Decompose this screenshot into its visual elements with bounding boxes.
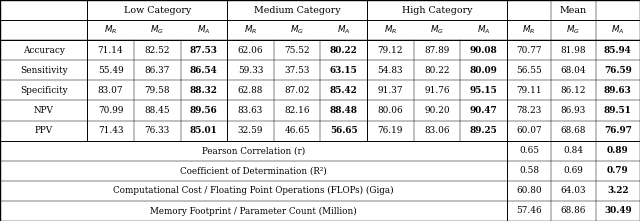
Text: 82.16: 82.16 <box>284 106 310 115</box>
Text: 85.94: 85.94 <box>604 46 632 55</box>
Text: 0.69: 0.69 <box>563 166 583 175</box>
Text: Memory Footprint / Parameter Count (Million): Memory Footprint / Parameter Count (Mill… <box>150 206 356 215</box>
Text: 76.59: 76.59 <box>604 66 632 75</box>
Text: $M_A$: $M_A$ <box>477 24 490 36</box>
Text: 86.93: 86.93 <box>561 106 586 115</box>
Text: 89.63: 89.63 <box>604 86 632 95</box>
Text: 30.49: 30.49 <box>604 206 632 215</box>
Text: 68.68: 68.68 <box>561 126 586 135</box>
Text: 56.55: 56.55 <box>516 66 542 75</box>
Text: Medium Category: Medium Category <box>253 6 340 15</box>
Text: 87.02: 87.02 <box>284 86 310 95</box>
Text: 60.80: 60.80 <box>516 186 542 195</box>
Text: 70.99: 70.99 <box>98 106 124 115</box>
Text: 68.04: 68.04 <box>561 66 586 75</box>
Text: 0.84: 0.84 <box>563 146 584 155</box>
Text: 0.65: 0.65 <box>519 146 539 155</box>
Text: 88.48: 88.48 <box>330 106 358 115</box>
Text: 81.98: 81.98 <box>561 46 586 55</box>
Text: 80.22: 80.22 <box>424 66 450 75</box>
Text: 32.59: 32.59 <box>237 126 263 135</box>
Text: 80.22: 80.22 <box>330 46 358 55</box>
Text: 83.07: 83.07 <box>98 86 124 95</box>
Text: Coefficient of Determination (R²): Coefficient of Determination (R²) <box>180 166 327 175</box>
Text: 54.83: 54.83 <box>378 66 403 75</box>
Text: 87.53: 87.53 <box>190 46 218 55</box>
Text: 46.65: 46.65 <box>284 126 310 135</box>
Text: $M_A$: $M_A$ <box>197 24 211 36</box>
Text: 85.01: 85.01 <box>190 126 218 135</box>
Text: 86.37: 86.37 <box>145 66 170 75</box>
Text: 87.89: 87.89 <box>424 46 449 55</box>
Text: 76.19: 76.19 <box>378 126 403 135</box>
Text: 70.77: 70.77 <box>516 46 542 55</box>
Text: 80.06: 80.06 <box>378 106 403 115</box>
Text: 59.33: 59.33 <box>237 66 263 75</box>
Text: 79.58: 79.58 <box>145 86 170 95</box>
Text: 0.58: 0.58 <box>519 166 539 175</box>
Text: Computational Cost / Floating Point Operations (FLOPs) (Giga): Computational Cost / Floating Point Oper… <box>113 186 394 195</box>
Text: NPV: NPV <box>34 106 54 115</box>
Text: 62.06: 62.06 <box>237 46 263 55</box>
Text: 79.11: 79.11 <box>516 86 542 95</box>
Text: 64.03: 64.03 <box>561 186 586 195</box>
Text: 0.89: 0.89 <box>607 146 628 155</box>
Text: High Category: High Category <box>402 6 472 15</box>
Text: 78.23: 78.23 <box>516 106 541 115</box>
Text: $M_R$: $M_R$ <box>244 24 257 36</box>
Text: 75.52: 75.52 <box>284 46 310 55</box>
Text: PPV: PPV <box>35 126 52 135</box>
Text: Sensitivity: Sensitivity <box>20 66 67 75</box>
Text: 91.37: 91.37 <box>378 86 403 95</box>
Text: Low Category: Low Category <box>124 6 191 15</box>
Text: 86.12: 86.12 <box>561 86 586 95</box>
Text: 57.46: 57.46 <box>516 206 542 215</box>
Text: 95.15: 95.15 <box>470 86 497 95</box>
Text: Mean: Mean <box>560 6 587 15</box>
Text: 71.43: 71.43 <box>98 126 124 135</box>
Text: 90.47: 90.47 <box>470 106 497 115</box>
Text: 62.88: 62.88 <box>238 86 263 95</box>
Text: $M_G$: $M_G$ <box>150 24 164 36</box>
Text: 82.52: 82.52 <box>145 46 170 55</box>
Text: 37.53: 37.53 <box>284 66 310 75</box>
Text: 55.49: 55.49 <box>98 66 124 75</box>
Text: $M_A$: $M_A$ <box>611 24 625 36</box>
Text: $M_R$: $M_R$ <box>383 24 397 36</box>
Text: 83.63: 83.63 <box>238 106 263 115</box>
Text: $M_A$: $M_A$ <box>337 24 350 36</box>
Text: 71.14: 71.14 <box>98 46 124 55</box>
Text: 0.79: 0.79 <box>607 166 628 175</box>
Text: 89.51: 89.51 <box>604 106 632 115</box>
Text: Pearson Correlation (r): Pearson Correlation (r) <box>202 146 305 155</box>
Text: 89.25: 89.25 <box>470 126 497 135</box>
Text: 90.20: 90.20 <box>424 106 450 115</box>
Text: 79.12: 79.12 <box>378 46 403 55</box>
Text: $M_G$: $M_G$ <box>290 24 304 36</box>
Text: Specificity: Specificity <box>20 86 67 95</box>
Text: 89.56: 89.56 <box>190 106 218 115</box>
Text: 88.45: 88.45 <box>145 106 170 115</box>
Text: 91.76: 91.76 <box>424 86 450 95</box>
Text: Accuracy: Accuracy <box>22 46 65 55</box>
Text: 83.06: 83.06 <box>424 126 450 135</box>
Text: $M_R$: $M_R$ <box>104 24 117 36</box>
Text: 85.42: 85.42 <box>330 86 358 95</box>
Text: 3.22: 3.22 <box>607 186 628 195</box>
Text: 68.86: 68.86 <box>561 206 586 215</box>
Text: $M_G$: $M_G$ <box>566 24 580 36</box>
Text: $M_G$: $M_G$ <box>430 24 444 36</box>
Text: 63.15: 63.15 <box>330 66 358 75</box>
Text: 76.33: 76.33 <box>145 126 170 135</box>
Text: 88.32: 88.32 <box>190 86 218 95</box>
Text: 80.09: 80.09 <box>470 66 497 75</box>
Text: 76.97: 76.97 <box>604 126 632 135</box>
Text: 86.54: 86.54 <box>190 66 218 75</box>
Text: 90.08: 90.08 <box>470 46 497 55</box>
Text: 56.65: 56.65 <box>330 126 358 135</box>
Text: $M_R$: $M_R$ <box>522 24 536 36</box>
Text: 60.07: 60.07 <box>516 126 542 135</box>
